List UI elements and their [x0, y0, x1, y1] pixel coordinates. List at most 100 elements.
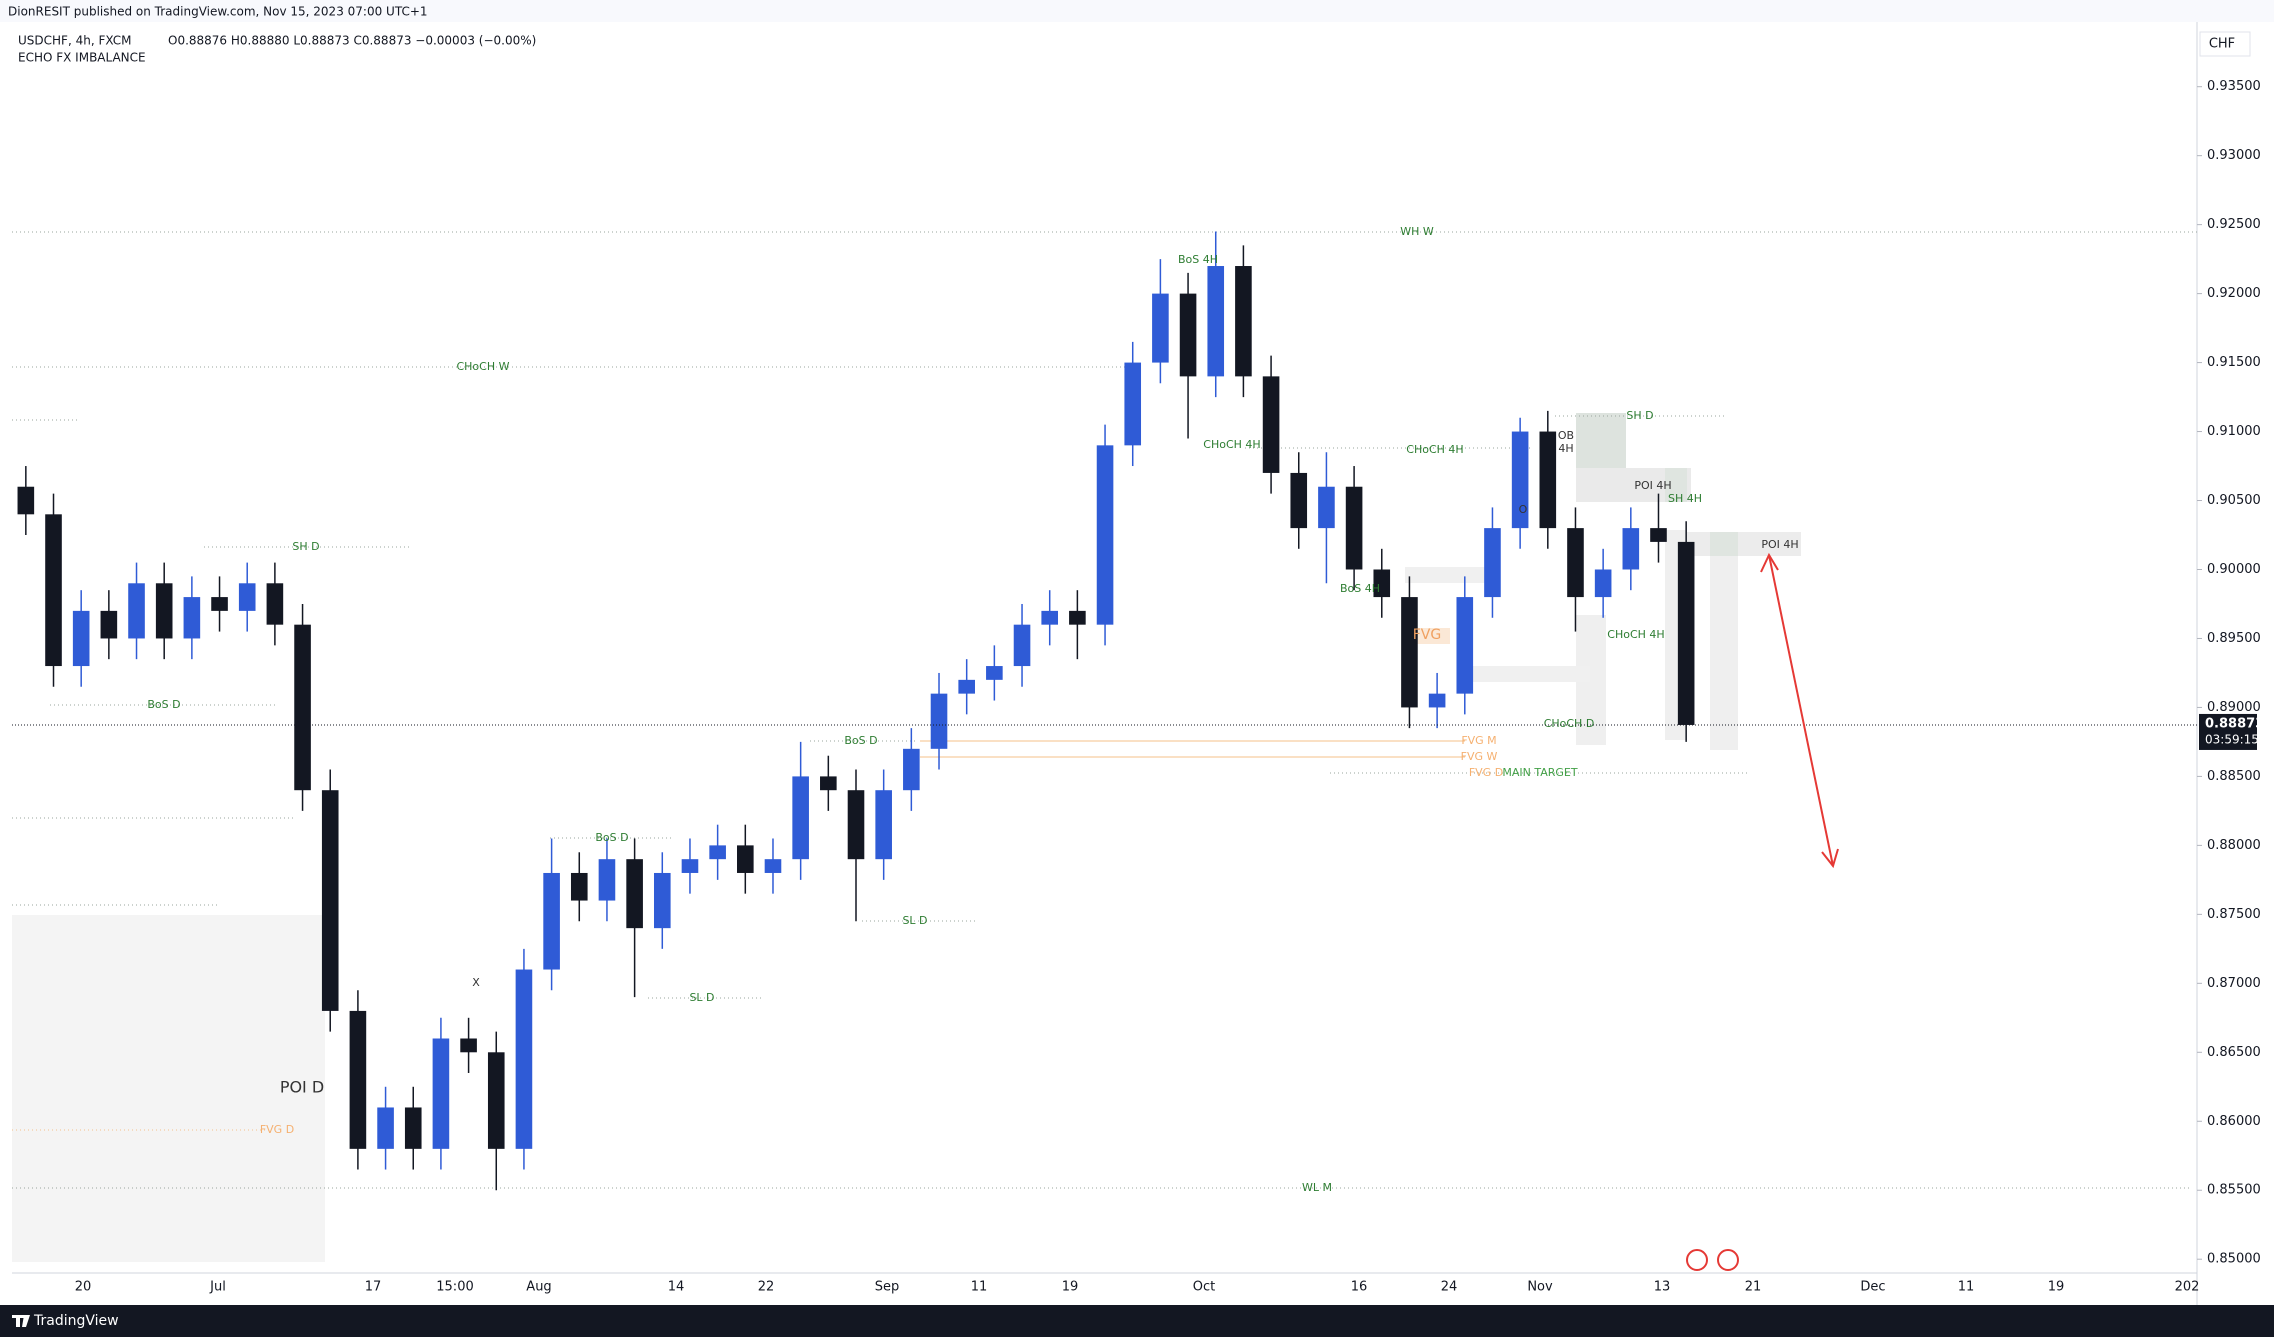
- x-tick-label: 14: [668, 1280, 685, 1295]
- annotation: SH D: [292, 540, 319, 553]
- last-price-box: [2199, 713, 2257, 750]
- annotation: CHoCH 4H: [1406, 443, 1463, 456]
- candle-body: [1539, 431, 1557, 529]
- annotation: CHoCH 4H: [1203, 438, 1260, 451]
- candle-body: [404, 1107, 422, 1149]
- annotation: OB 4H: [1558, 429, 1574, 455]
- x-tick-label: 24: [1441, 1280, 1458, 1295]
- candle-body: [155, 583, 173, 639]
- candle-body: [487, 1052, 505, 1149]
- candle-body: [598, 859, 616, 901]
- y-tick-label: 0.91500: [2207, 355, 2261, 370]
- annotation: BoS 4H: [1178, 253, 1218, 266]
- candle-body: [1179, 293, 1197, 377]
- annotation: CHoCH D: [1544, 717, 1595, 730]
- logo: [12, 1315, 30, 1327]
- candle-body: [1650, 528, 1667, 542]
- candle-body: [875, 790, 892, 860]
- candles: [17, 231, 1695, 1191]
- annotation: FVG W: [1461, 750, 1498, 763]
- y-tick-label: 0.87500: [2207, 907, 2261, 922]
- candle-body: [820, 776, 837, 791]
- y-tick-label: 0.88500: [2207, 769, 2261, 784]
- publisher: DionRESIT published on TradingView.com, …: [8, 5, 428, 19]
- fvg-zone: [1415, 628, 1450, 644]
- annotation: BoS D: [844, 734, 877, 747]
- x-tick-label: Jul: [209, 1280, 226, 1295]
- candle-body: [432, 1038, 450, 1149]
- candle-body: [543, 872, 560, 970]
- arrow-tail: [1760, 552, 1779, 573]
- y-tick-label: 0.85500: [2207, 1183, 2261, 1198]
- candle-body: [100, 610, 118, 639]
- event-flag[interactable]: [1686, 1249, 1708, 1271]
- top-bar: [0, 0, 2274, 22]
- candle-body: [294, 624, 311, 791]
- y-tick-label: 0.93500: [2207, 79, 2261, 94]
- symbol: USDCHF, 4h, FXCM: [18, 34, 131, 48]
- y-tick-label: 0.89500: [2207, 631, 2261, 646]
- y-tick-label: 0.86500: [2207, 1045, 2261, 1060]
- y-axis: 0.85000 0.85500 0.86000 0.86500 0.87000 0.875…: [2197, 79, 2261, 1267]
- x-tick-label: 22: [758, 1280, 775, 1295]
- annotation: CHoCH 4H: [1607, 628, 1664, 641]
- annotation: X: [472, 976, 480, 989]
- candle-body: [17, 486, 35, 515]
- candle-body: [1124, 362, 1142, 446]
- candle-body: [792, 776, 809, 860]
- footer-bar: [0, 1305, 2274, 1337]
- candle-body: [321, 790, 339, 1011]
- candle-body: [1484, 528, 1501, 598]
- x-tick-label: 20: [75, 1280, 92, 1295]
- candle-body: [377, 1107, 394, 1149]
- y-tick-label: 0.89000: [2207, 700, 2261, 715]
- x-tick-label: 13: [1654, 1280, 1671, 1295]
- x-tick-label: 19: [2048, 1280, 2065, 1295]
- annotation: BoS 4H: [1340, 582, 1380, 595]
- candle-body: [1428, 693, 1446, 708]
- y-tick-label: 0.93000: [2207, 148, 2261, 163]
- candle-body: [847, 790, 865, 860]
- band: [1710, 556, 1738, 750]
- candle-body: [1622, 528, 1640, 570]
- candle-body: [570, 872, 588, 901]
- y-tick-label: 0.90000: [2207, 562, 2261, 577]
- level-lines: [12, 231, 2197, 1189]
- annotation: POI D: [280, 1078, 324, 1097]
- candle-body: [764, 859, 782, 873]
- candle-body: [128, 583, 145, 639]
- annotation: O: [1519, 503, 1528, 516]
- y-tick-label: 0.87000: [2207, 976, 2261, 991]
- candle-body: [1290, 472, 1308, 529]
- event-flag[interactable]: [1717, 1249, 1739, 1271]
- candle-body: [1069, 610, 1086, 625]
- last-price-label: 0.88873: [2205, 716, 2264, 731]
- candle-body: [211, 597, 228, 611]
- x-tick-label: 21: [1745, 1280, 1762, 1295]
- x-tick-label: 19: [1062, 1280, 1079, 1295]
- poi-4h-zone: [1681, 532, 1801, 556]
- candle-body: [349, 1010, 367, 1149]
- candle-body: [72, 610, 90, 667]
- candle-body: [266, 583, 284, 625]
- annotation: CHoCH W: [456, 360, 509, 373]
- annotation: FVG M: [1461, 734, 1496, 747]
- ohlc: O0.88876 H0.88880 L0.88873 C0.88873 −0.0…: [168, 34, 536, 48]
- annotation: SH 4H: [1668, 492, 1702, 505]
- candle-body: [1235, 266, 1252, 377]
- candle-body: [1345, 486, 1363, 570]
- annotation: BoS D: [147, 698, 180, 711]
- candle-body: [653, 872, 671, 929]
- candle-body: [1013, 624, 1031, 667]
- candle-body: [1373, 569, 1391, 598]
- annotation: FVG D: [1469, 766, 1503, 779]
- candle-body: [1207, 266, 1225, 377]
- y-tick-label: 0.91000: [2207, 424, 2261, 439]
- currency-box[interactable]: [2199, 31, 2251, 57]
- y-tick-label: 0.85000: [2207, 1252, 2261, 1267]
- x-tick-label: 11: [971, 1280, 988, 1295]
- candle-body: [1262, 376, 1280, 473]
- sh-zone: [1665, 468, 1687, 502]
- currency: CHF: [2209, 37, 2235, 52]
- x-axis: 20 Jul 17 15:00 Aug 14 22 Sep 11 19 Oct 16 24 Nov 13 21…: [75, 1280, 2200, 1295]
